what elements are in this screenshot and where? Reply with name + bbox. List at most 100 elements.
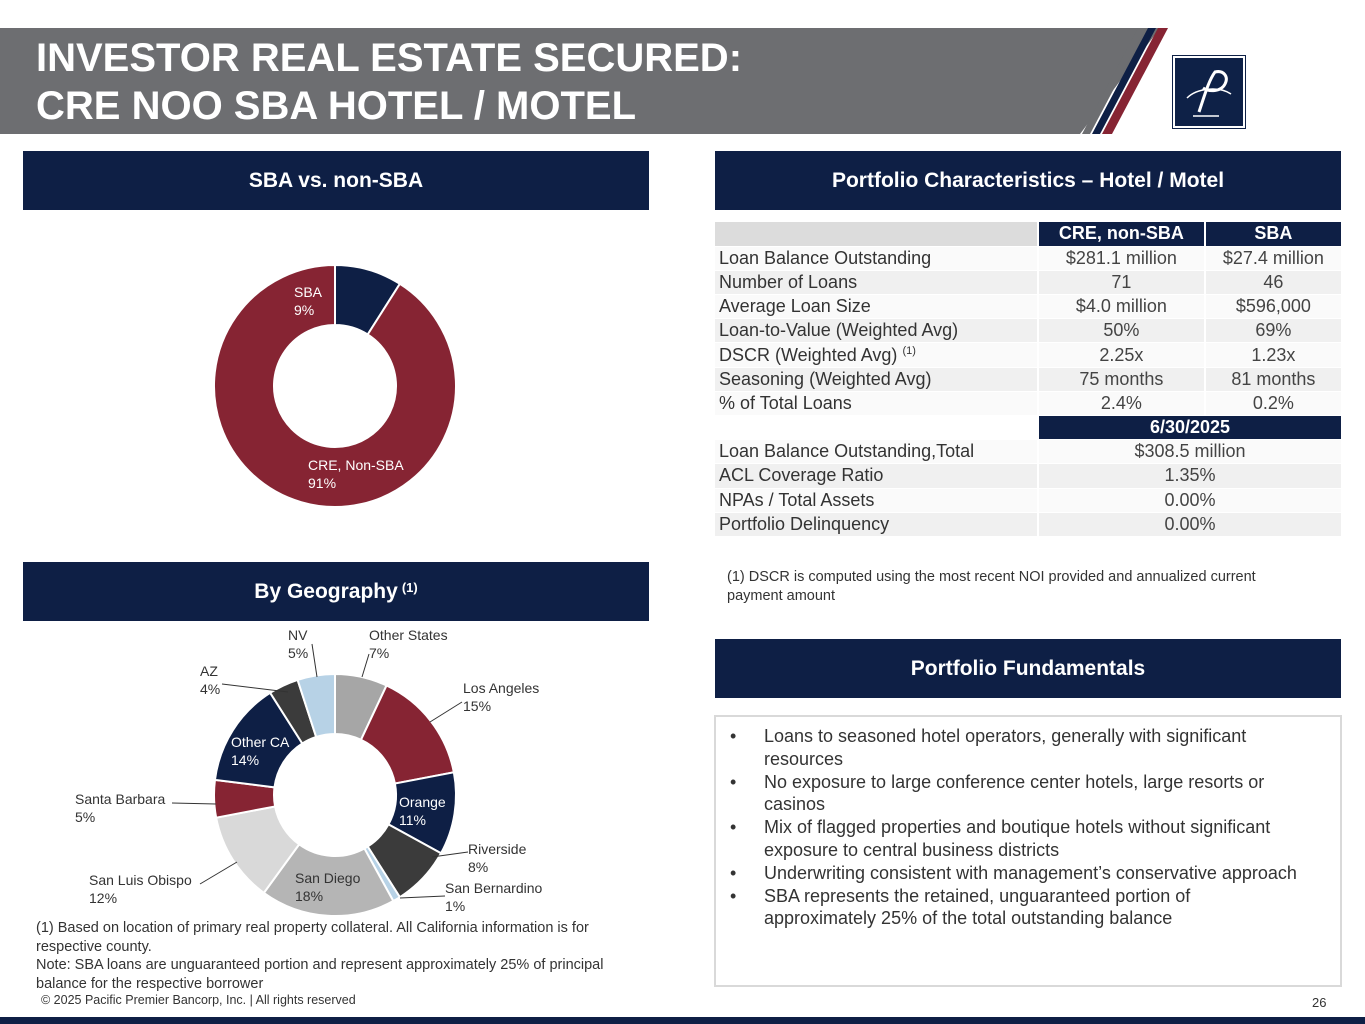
list-item-line: Loans to seasoned hotel operators, gener… [764,726,1247,746]
table-row: Seasoning (Weighted Avg) 75 months 81 mo… [715,367,1344,392]
geo-footnote-line-2: respective county. [36,938,152,955]
row-value-cre: 2.4% [1038,391,1206,417]
total-row-label: NPAs / Total Assets [715,488,1039,513]
logo-monogram-icon [1186,70,1232,117]
list-item-line: resources [764,748,844,769]
geo-value-az: 4% [200,681,220,697]
row-label: Loan Balance Outstanding [715,246,1039,271]
cre-label-value: 91% [308,475,336,491]
geo-label-other-states: Other States [369,627,448,643]
page-title: INVESTOR REAL ESTATE SECURED: CRE NOO SB… [36,34,742,130]
geo-footnote-line-3: Note: SBA loans are unguaranteed portion… [36,957,604,973]
list-item: Loans to seasoned hotel operators, gener… [730,725,1326,771]
geography-footnote: (1) Based on location of primary real pr… [36,919,646,993]
row-label: Seasoning (Weighted Avg) [715,367,1039,392]
row-value-sba: $27.4 million [1204,246,1344,271]
sba-donut-chart: SBA 9% CRE, Non-SBA 91% [213,263,457,508]
list-item: Mix of flagged properties and boutique h… [730,816,1326,862]
table-row: Loan-to-Value (Weighted Avg) 50% 69% [715,318,1344,344]
page-title-line-2: CRE NOO SBA HOTEL / MOTEL [36,84,637,128]
table-header-blank [715,222,1039,247]
geo-footnote-line-1: (1) Based on location of primary real pr… [36,920,589,936]
total-row-label: ACL Coverage Ratio [715,463,1039,489]
section-header-geography: By Geography (1) [23,562,649,621]
table-header-row: CRE, non-SBA SBA [715,222,1344,247]
table-header-sba: SBA [1204,222,1344,247]
geo-label-riverside: Riverside [468,841,527,857]
row-value-sba: 81 months [1204,367,1344,392]
dscr-footnote-line-1: (1) DSCR is computed using the most rece… [727,569,1256,585]
sba-chart-slice-cre-non-sba [213,263,457,508]
geo-label-orange: Orange [399,794,446,810]
geo-value-san-bernardino: 1% [445,898,465,914]
total-row-value: 0.00% [1038,512,1343,537]
title-banner [0,28,1160,134]
geo-label-san-bernardino: San Bernardino [445,880,543,896]
row-label: Average Loan Size [715,294,1039,320]
sba-label-value: 9% [294,302,314,318]
total-row-value: $308.5 million [1038,439,1343,465]
portfolio-fundamentals-box: Loans to seasoned hotel operators, gener… [714,715,1342,987]
dscr-footnote: (1) DSCR is computed using the most rece… [727,568,1337,605]
geo-value-los-angeles: 15% [463,698,491,714]
row-label: Loan-to-Value (Weighted Avg) [715,318,1039,344]
table-date-header-row: 6/30/2025 [715,415,1343,441]
geo-label-santa-barbara: Santa Barbara [75,791,165,807]
cre-label-name: CRE, Non-SBA [308,457,404,473]
list-item-line: No exposure to large conference center h… [764,771,1265,792]
section-header-portfolio-characteristics: Portfolio Characteristics – Hotel / Mote… [715,151,1341,210]
list-item-line: approximately 25% of the total outstandi… [764,908,1173,929]
list-item-line: Underwriting consistent with management’… [764,862,1297,883]
section-header-fundamentals-label: Portfolio Fundamentals [910,656,1146,680]
geo-value-riverside: 8% [468,859,488,875]
table-header-cre-non-sba: CRE, non-SBA [1038,222,1206,247]
row-value-sba: 69% [1204,318,1344,344]
geo-value-san-luis-obispo: 12% [89,890,117,906]
table-row: Loan Balance Outstanding $281.1 million … [715,246,1344,271]
dscr-footnote-line-2: payment amount [727,587,836,604]
row-value-sba: 46 [1204,270,1344,296]
list-item: No exposure to large conference center h… [730,771,1326,817]
table-row: Portfolio Delinquency 0.00% [715,512,1343,537]
row-label-text: DSCR (Weighted Avg) [719,344,898,365]
total-row-value: 0.00% [1038,488,1343,513]
table-row: ACL Coverage Ratio 1.35% [715,463,1343,489]
geo-chart-slice-nv [296,672,336,739]
geo-label-san-luis-obispo: San Luis Obispo [89,872,192,888]
table-row: NPAs / Total Assets 0.00% [715,488,1343,513]
geography-note-ref: (1) [401,580,418,595]
geo-label-nv: NV [288,627,308,643]
list-item-line: SBA represents the retained, unguarantee… [764,885,1191,906]
geography-donut-chart: Other States 7% Los Angeles 15% Orange 1… [75,627,543,917]
table-row: Average Loan Size $4.0 million $596,000 [715,294,1344,320]
row-label: Number of Loans [715,270,1039,296]
section-header-sba-label: SBA vs. non-SBA [248,168,424,192]
section-header-sba-vs-non-sba: SBA vs. non-SBA [23,151,649,210]
geo-value-other-states: 7% [369,645,389,661]
table-row: Loan Balance Outstanding,Total $308.5 mi… [715,439,1343,465]
row-value-cre: 2.25x [1038,342,1206,368]
list-item: Underwriting consistent with management’… [730,862,1326,885]
geo-value-san-diego: 18% [295,888,323,904]
geo-value-nv: 5% [288,645,308,661]
geo-label-az: AZ [200,663,218,679]
section-header-portfolio-fundamentals: Portfolio Fundamentals [715,639,1341,698]
list-item-line: casinos [764,794,826,815]
total-row-label: Loan Balance Outstanding,Total [715,439,1039,465]
section-header-geography-label: By Geography [254,579,398,603]
row-label: DSCR (Weighted Avg) (1) [715,342,1039,368]
row-value-sba: 1.23x [1204,342,1344,368]
table-date-header: 6/30/2025 [1038,415,1343,441]
copyright-text: © 2025 Pacific Premier Bancorp, Inc. | A… [41,993,356,1007]
date-header-blank [715,415,1039,441]
geo-footnote-line-4: balance for the respective borrower [36,975,264,992]
geo-label-los-angeles: Los Angeles [463,680,539,696]
portfolio-characteristics-table: CRE, non-SBA SBA Loan Balance Outstandin… [715,222,1344,537]
row-value-cre: $4.0 million [1038,294,1206,320]
fundamentals-list: Loans to seasoned hotel operators, gener… [716,717,1340,930]
table-row: Number of Loans 71 46 [715,270,1344,296]
geo-value-santa-barbara: 5% [75,809,95,825]
row-label: % of Total Loans [715,391,1039,417]
list-item-line: Mix of flagged properties and boutique h… [764,817,1271,838]
geo-label-san-diego: San Diego [295,870,361,886]
